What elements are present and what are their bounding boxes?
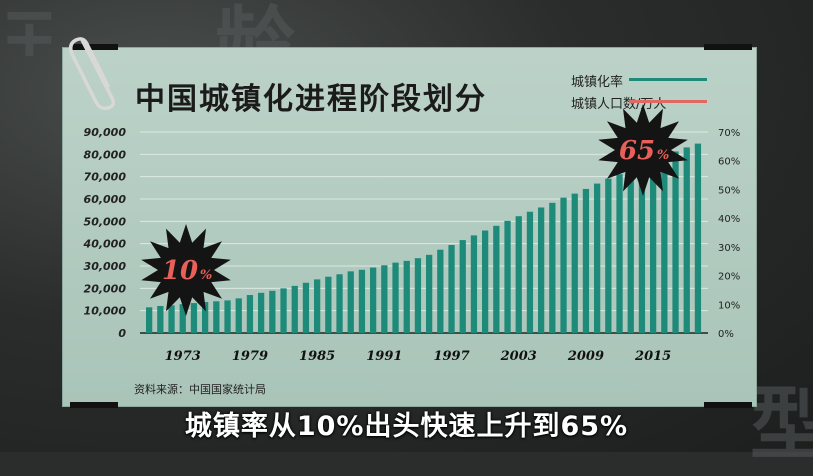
y-left-tick-label: 90,000: [84, 126, 127, 139]
bar: [694, 143, 702, 333]
bar: [224, 300, 231, 333]
x-tick-label: 2015: [634, 349, 671, 364]
badge-suffix: %: [200, 268, 212, 283]
bar: [638, 165, 646, 333]
bar: [426, 254, 433, 333]
y-left-tick-label: 30,000: [84, 260, 127, 273]
bar-chart: 0 10,000 20,000 30,000 40,000 50,000 60,000 70,…: [83, 104, 740, 364]
x-tick-label: 1985: [299, 349, 335, 364]
bar: [549, 202, 556, 333]
x-tick-label: 1997: [433, 349, 469, 364]
bar: [526, 211, 534, 333]
bar: [661, 155, 668, 333]
legend-swatch: [629, 100, 707, 103]
bar: [157, 305, 164, 333]
bar: [594, 183, 601, 333]
bar: [582, 188, 590, 333]
bar: [616, 174, 623, 333]
x-tick-label: 2003: [500, 349, 537, 364]
bar: [437, 249, 444, 333]
bar: [672, 151, 679, 333]
source-note: 资料来源：中国国家统计局: [134, 383, 266, 396]
bar: [683, 147, 690, 333]
starburst-badge: [598, 104, 688, 196]
bar: [358, 269, 366, 333]
bar: [605, 178, 612, 333]
bar: [392, 262, 399, 333]
bar: [146, 307, 153, 333]
x-tick-label: 1991: [366, 349, 402, 364]
y-right-tick-label: 10%: [718, 300, 740, 311]
bar: [168, 305, 175, 333]
badge-suffix: %: [657, 148, 669, 163]
video-subtitle: 城镇率从10%出头快速上升到65%: [184, 411, 629, 442]
bar: [414, 258, 422, 333]
bar: [504, 220, 511, 333]
corner-tape: [704, 402, 752, 408]
y-left-tick-label: 80,000: [84, 148, 127, 161]
bar: [459, 240, 466, 333]
starburst-badge: [141, 224, 231, 316]
bar: [213, 301, 220, 333]
bar: [493, 225, 500, 333]
bar: [650, 160, 657, 333]
y-right-tick-label: 30%: [718, 243, 740, 254]
bar: [269, 290, 276, 333]
bar: [370, 267, 377, 333]
bar: [560, 197, 567, 333]
legend-item: 城镇化率: [571, 71, 707, 90]
x-tick-label: 2009: [567, 349, 604, 364]
bar: [291, 285, 298, 333]
y-left-tick-label: 60,000: [84, 193, 127, 206]
bar: [235, 298, 242, 333]
x-tick-label: 1973: [165, 349, 201, 364]
y-right-tick-label: 50%: [718, 185, 740, 196]
bar: [381, 265, 388, 333]
badge-value: 65: [619, 136, 655, 166]
bar: [258, 292, 265, 333]
bar: [179, 304, 186, 333]
bar: [627, 169, 634, 333]
bar: [448, 245, 455, 333]
y-right-tick-label: 20%: [718, 272, 740, 283]
bar: [325, 276, 332, 333]
y-right-tick-label: 70%: [718, 128, 740, 139]
bar: [470, 235, 478, 333]
bar: [314, 279, 321, 333]
bar: [190, 303, 198, 333]
background-glyph: ∓: [0, 0, 59, 73]
x-tick-label: 1979: [232, 349, 268, 364]
bar: [347, 271, 354, 333]
y-right-tick-label: 60%: [718, 157, 740, 168]
bar: [302, 282, 310, 333]
corner-tape: [70, 402, 118, 408]
y-left-tick-label: 20,000: [84, 282, 127, 295]
y-left-tick-label: 70,000: [84, 171, 127, 184]
bar: [403, 260, 410, 333]
bar: [515, 216, 522, 333]
bar: [571, 193, 578, 333]
bar: [202, 301, 209, 333]
y-left-tick-label: 0: [118, 327, 126, 340]
bar: [280, 288, 287, 333]
y-left-tick-label: 10,000: [84, 305, 127, 318]
corner-tape: [70, 44, 118, 50]
legend-label: 城镇化率: [571, 75, 624, 90]
badge-value: 10: [162, 256, 198, 286]
y-left-tick-label: 40,000: [83, 238, 127, 251]
bar: [538, 207, 545, 333]
legend-swatch: [629, 78, 707, 81]
chart-title: 中国城镇化进程阶段划分: [135, 82, 487, 117]
y-left-tick-label: 50,000: [84, 215, 127, 228]
bar: [482, 230, 489, 333]
paperclip-icon: [68, 37, 116, 110]
bar: [336, 274, 343, 333]
y-right-tick-label: 40%: [718, 214, 740, 225]
bar: [246, 295, 254, 333]
corner-tape: [704, 44, 752, 50]
y-right-tick-label: 0%: [718, 329, 734, 340]
